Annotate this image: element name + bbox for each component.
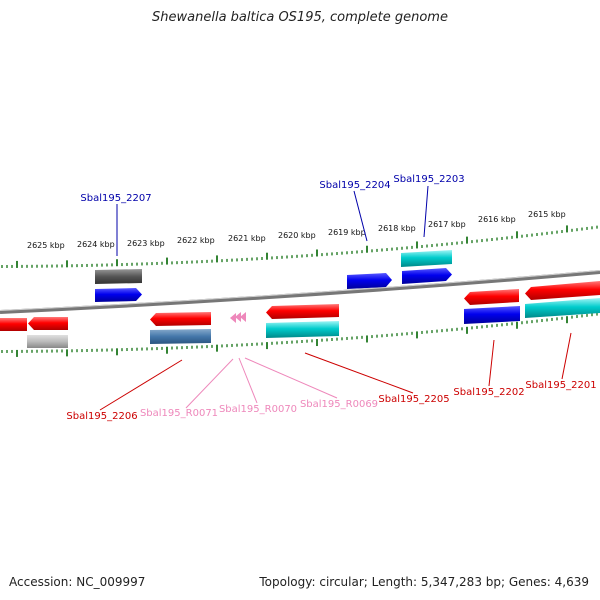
gene-label-2207[interactable]: Sbal195_2207 <box>80 193 151 204</box>
rna-r0071-arrow[interactable] <box>230 313 236 323</box>
top-track <box>95 250 452 302</box>
gene-2207-cog-box[interactable] <box>95 269 142 284</box>
ruler-bottom <box>1 312 598 357</box>
gene-2203-arrow[interactable] <box>402 268 452 284</box>
gene-2203-cog-box[interactable] <box>401 250 452 267</box>
gene-label-2202[interactable]: Sbal195_2202 <box>453 387 524 398</box>
gene-label-r0071[interactable]: Sbal195_R0071 <box>140 408 218 419</box>
gene-label-2203[interactable]: Sbal195_2203 <box>393 174 464 185</box>
rna-r0070-arrow[interactable] <box>235 312 241 322</box>
gene-labels: Sbal195_2207 Sbal195_2204 Sbal195_2203 S… <box>66 174 596 422</box>
ruler-labels: 2625 kbp 2624 kbp 2623 kbp 2622 kbp 2621… <box>27 210 566 250</box>
rna-r0069-arrow[interactable] <box>240 312 246 322</box>
ruler-label: 2619 kbp <box>328 228 366 237</box>
gene-steel-cog-box[interactable] <box>150 329 211 344</box>
leader-2201 <box>561 332 572 380</box>
genome-backbone <box>0 270 600 314</box>
ruler-label: 2620 kbp <box>278 231 316 240</box>
ruler-label: 2616 kbp <box>478 215 516 224</box>
leader-2204 <box>353 190 368 242</box>
accession-text: Accession: NC_009997 <box>9 575 146 589</box>
leader-2202 <box>488 339 495 387</box>
genome-summary-text: Topology: circular; Length: 5,347,283 bp… <box>259 575 589 589</box>
gene-label-2204[interactable]: Sbal195_2204 <box>319 180 390 191</box>
gene-left-edge-arrow[interactable] <box>0 318 27 331</box>
ruler-label: 2615 kbp <box>528 210 566 219</box>
ruler-label: 2617 kbp <box>428 220 466 229</box>
gene-2207-arrow[interactable] <box>95 288 142 302</box>
ruler-label: 2618 kbp <box>378 224 416 233</box>
leader-r0071 <box>185 358 234 409</box>
gene-2206-cog-box[interactable] <box>27 335 68 348</box>
gene-label-2205[interactable]: Sbal195_2205 <box>378 394 449 405</box>
genome-backbone-highlight <box>0 270 600 311</box>
leader-2206 <box>99 359 183 411</box>
gene-label-r0070[interactable]: Sbal195_R0070 <box>219 404 297 415</box>
gene-2206-arrow[interactable] <box>28 317 68 330</box>
gene-2202-arrow[interactable] <box>464 289 519 305</box>
gene-label-r0069[interactable]: Sbal195_R0069 <box>300 399 378 410</box>
ruler-label: 2622 kbp <box>177 236 215 245</box>
gene-2201-cog-box[interactable] <box>525 298 600 318</box>
gene-label-2206[interactable]: Sbal195_2206 <box>66 411 137 422</box>
ruler-label: 2625 kbp <box>27 241 65 250</box>
gene-red-arrow-mid[interactable] <box>150 312 211 326</box>
leader-2203 <box>423 185 429 238</box>
leader-2205 <box>304 352 414 394</box>
ruler-label: 2623 kbp <box>127 239 165 248</box>
gene-2201-arrow[interactable] <box>525 281 600 300</box>
leader-r0070 <box>238 357 258 404</box>
genome-title: Shewanella baltica OS195, complete genom… <box>152 10 448 25</box>
label-leaders <box>99 185 572 411</box>
ruler-label: 2624 kbp <box>77 240 115 249</box>
bottom-track <box>0 281 600 348</box>
gene-2205-cog-box[interactable] <box>266 321 339 338</box>
gene-label-2201[interactable]: Sbal195_2201 <box>525 380 596 391</box>
leader-r0069 <box>244 357 338 399</box>
gene-2204-arrow[interactable] <box>347 273 392 289</box>
gene-2205-arrow[interactable] <box>266 304 339 319</box>
ruler-top <box>1 225 598 268</box>
gene-2202-cog-box[interactable] <box>464 306 520 324</box>
ruler-label: 2621 kbp <box>228 234 266 243</box>
